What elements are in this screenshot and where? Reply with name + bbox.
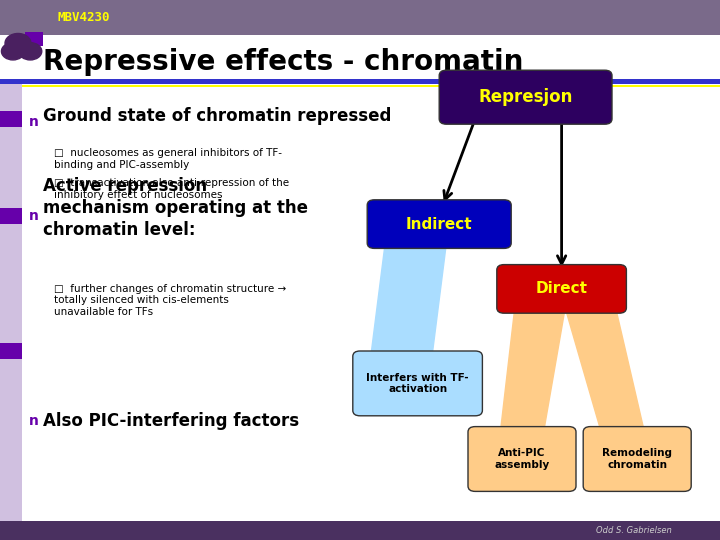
FancyBboxPatch shape (497, 265, 626, 313)
FancyBboxPatch shape (0, 84, 22, 540)
Circle shape (19, 43, 42, 60)
Text: □  transactivation also anti-repression of the
inhibitory effect of nucleosomes: □ transactivation also anti-repression o… (54, 178, 289, 200)
Text: Indirect: Indirect (406, 217, 472, 232)
Text: Repressive effects - chromatin: Repressive effects - chromatin (43, 48, 523, 76)
Polygon shape (565, 308, 644, 432)
Text: n: n (29, 209, 39, 223)
FancyBboxPatch shape (353, 351, 482, 416)
Text: Odd S. Gabrielsen: Odd S. Gabrielsen (595, 526, 672, 535)
FancyBboxPatch shape (583, 427, 691, 491)
Text: Represjon: Represjon (478, 88, 573, 106)
Text: MBV4230: MBV4230 (58, 11, 110, 24)
Text: Remodeling
chromatin: Remodeling chromatin (602, 448, 672, 470)
FancyBboxPatch shape (367, 200, 511, 248)
FancyBboxPatch shape (0, 343, 22, 359)
Polygon shape (371, 243, 446, 356)
Text: n: n (29, 414, 39, 428)
Text: □  nucleosomes as general inhibitors of TF-
binding and PIC-assembly: □ nucleosomes as general inhibitors of T… (54, 148, 282, 170)
Text: Anti-PIC
assembly: Anti-PIC assembly (495, 448, 549, 470)
Text: Direct: Direct (536, 281, 588, 296)
FancyBboxPatch shape (0, 85, 720, 87)
Circle shape (5, 33, 31, 53)
Text: □  further changes of chromatin structure →
totally silenced with cis-elements
u: □ further changes of chromatin structure… (54, 284, 287, 316)
FancyBboxPatch shape (25, 32, 43, 46)
FancyBboxPatch shape (468, 427, 576, 491)
FancyBboxPatch shape (0, 79, 720, 84)
FancyBboxPatch shape (0, 0, 720, 35)
FancyBboxPatch shape (0, 521, 720, 540)
FancyBboxPatch shape (0, 208, 22, 224)
Text: Active repression
mechanism operating at the
chromatin level:: Active repression mechanism operating at… (43, 177, 308, 239)
Text: Interfers with TF-
activation: Interfers with TF- activation (366, 373, 469, 394)
FancyBboxPatch shape (0, 111, 22, 127)
Text: Ground state of chromatin repressed: Ground state of chromatin repressed (43, 107, 392, 125)
Circle shape (1, 43, 24, 60)
FancyBboxPatch shape (439, 70, 612, 124)
Text: n: n (29, 114, 39, 129)
Text: Also PIC-interfering factors: Also PIC-interfering factors (43, 412, 300, 430)
Polygon shape (500, 308, 565, 432)
